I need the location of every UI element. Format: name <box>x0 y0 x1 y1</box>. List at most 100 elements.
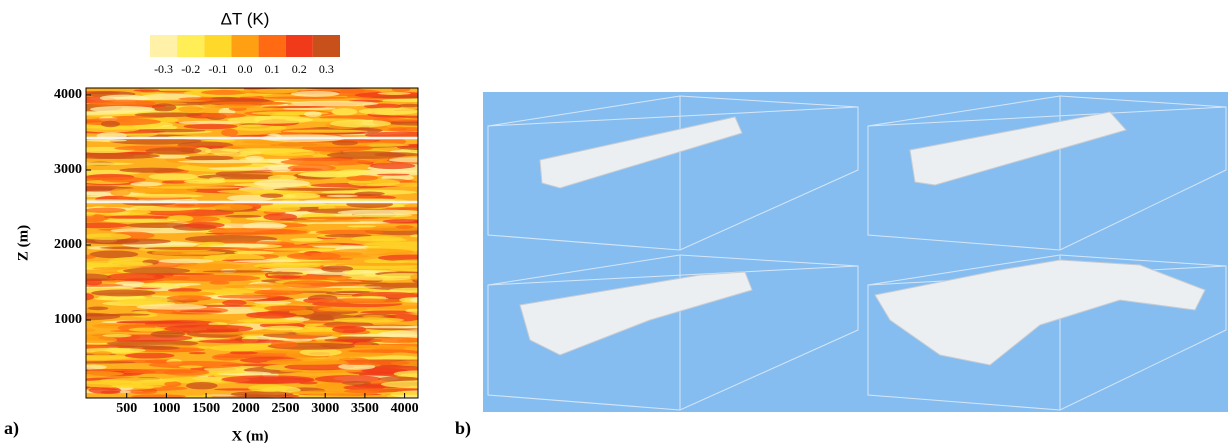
heat-streak <box>179 365 203 368</box>
heat-streak <box>61 355 132 360</box>
heat-streak <box>335 291 371 293</box>
heat-streak <box>386 207 462 210</box>
heat-streak <box>185 156 234 161</box>
heat-streak <box>126 223 191 228</box>
heat-streak <box>272 284 311 286</box>
heat-streak <box>316 230 384 235</box>
heat-streak <box>179 310 222 312</box>
heat-streak <box>367 183 458 187</box>
colorbar-swatch <box>313 35 340 57</box>
heat-streak <box>351 236 404 242</box>
heat-streak <box>283 335 319 339</box>
heat-streak <box>264 326 304 331</box>
colorbar-swatch <box>150 35 177 57</box>
heat-streak <box>266 275 302 279</box>
heat-streak <box>189 352 206 354</box>
heat-streak <box>178 106 203 113</box>
heat-streak <box>246 312 297 319</box>
x-tick-label: 2000 <box>232 401 260 416</box>
heat-streak <box>268 272 304 275</box>
heat-streak <box>354 192 385 196</box>
heat-streak <box>209 281 229 285</box>
colorbar-label: -0.3 <box>154 62 173 76</box>
heat-streak <box>332 108 358 115</box>
heat-streak <box>129 328 164 332</box>
heat-streak <box>261 149 315 156</box>
heat-streak <box>92 267 127 270</box>
heat-streak <box>123 370 198 373</box>
heat-streak <box>300 222 391 224</box>
heat-streak <box>382 99 452 102</box>
heat-streak <box>164 325 253 333</box>
heat-streak <box>211 97 238 100</box>
heat-streak <box>145 147 201 154</box>
heat-streak <box>84 208 126 213</box>
heat-streak <box>362 315 384 318</box>
heat-streak <box>283 130 368 133</box>
heat-streak <box>67 222 129 228</box>
heat-streak <box>233 260 301 262</box>
heat-streak <box>392 86 411 91</box>
heat-streak <box>310 298 401 303</box>
heat-streak <box>273 188 359 191</box>
heat-streak <box>264 305 307 311</box>
heat-streak <box>130 389 157 394</box>
heat-streak <box>234 251 274 255</box>
heat-streak <box>396 225 414 229</box>
heat-streak <box>340 334 421 337</box>
heat-streak <box>289 101 379 107</box>
colorbar-swatch <box>286 35 313 57</box>
heat-streak <box>393 260 452 263</box>
heat-streak <box>342 381 371 385</box>
heat-streak <box>73 255 96 259</box>
heat-streak <box>342 270 364 273</box>
heat-streak <box>361 294 378 297</box>
heat-streak <box>174 283 201 286</box>
heat-streak <box>231 391 294 397</box>
heat-streak <box>377 273 433 278</box>
heat-streak <box>297 172 362 177</box>
heat-streak <box>136 304 207 310</box>
heat-streak <box>339 358 357 360</box>
colorbar-label: -0.2 <box>181 62 200 76</box>
heat-streak <box>89 100 156 107</box>
heat-streak <box>117 320 183 323</box>
heatmap <box>38 85 469 400</box>
heat-streak <box>330 120 391 128</box>
colorbar-label: 0.0 <box>238 62 253 76</box>
figure: ΔT (K) Z (m) X (m) a) b) -0.3-0.2-0.10.0… <box>0 0 1230 443</box>
heat-streak <box>151 331 186 338</box>
heat-streak <box>331 248 414 255</box>
heat-streak <box>201 242 226 246</box>
x-tick-label: 1000 <box>152 401 180 416</box>
heat-streak <box>374 152 419 156</box>
heat-streak <box>370 96 459 99</box>
heat-streak <box>152 250 223 255</box>
heat-streak <box>87 307 108 311</box>
colorbar-swatch <box>259 35 286 57</box>
heat-streak <box>271 341 298 348</box>
x-tick-label: 2500 <box>272 401 300 416</box>
colorbar-title: ΔT (K) <box>221 9 270 28</box>
heat-streak <box>359 108 419 115</box>
heat-streak <box>410 234 430 237</box>
heat-streak <box>149 173 198 180</box>
heat-streak <box>265 263 310 267</box>
heat-streak <box>135 112 202 117</box>
y-axis-title: Z (m) <box>15 225 31 261</box>
heat-streak <box>186 382 218 389</box>
heat-streak <box>107 273 165 281</box>
heat-streak <box>78 348 146 353</box>
heat-streak <box>378 92 411 95</box>
heat-streak <box>58 371 124 376</box>
heat-streak <box>248 385 289 392</box>
heat-streak <box>253 179 310 187</box>
heat-streak <box>92 351 113 355</box>
heat-streak <box>91 290 155 297</box>
heat-streak <box>398 104 420 108</box>
heat-streak <box>73 361 136 363</box>
heat-streak <box>82 233 131 240</box>
heat-streak <box>103 219 177 223</box>
heat-streak <box>142 346 180 350</box>
heat-streak <box>347 225 376 227</box>
